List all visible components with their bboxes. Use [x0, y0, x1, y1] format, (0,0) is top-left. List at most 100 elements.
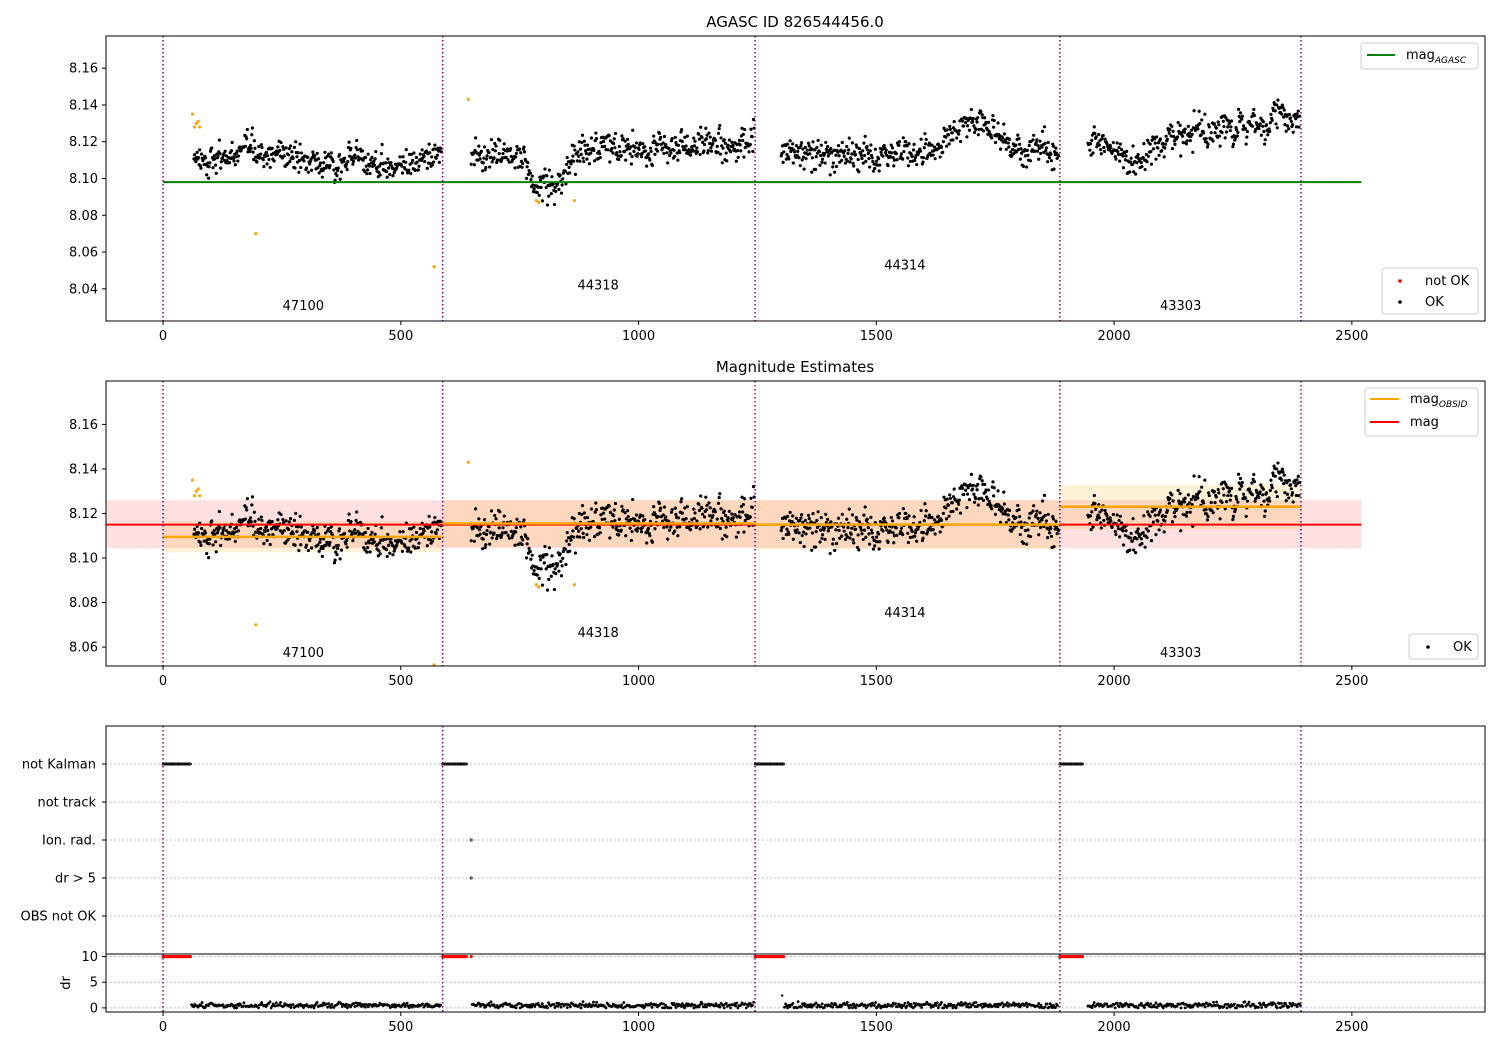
dr-point [1202, 1003, 1206, 1006]
ok-point [412, 151, 416, 155]
ok-point [529, 177, 533, 182]
dr-point [358, 1002, 362, 1005]
ok-point [485, 154, 489, 158]
dr-point [1039, 1003, 1043, 1007]
ok-point [794, 516, 799, 520]
ok-point [849, 532, 853, 536]
dr-point [1139, 1001, 1143, 1005]
ok-point [734, 159, 738, 163]
ok-point [641, 142, 645, 146]
dr-point [410, 1005, 414, 1009]
ok-point [713, 138, 717, 142]
dr-point [734, 1004, 738, 1008]
ok-point [227, 161, 232, 165]
ok-point [1295, 112, 1299, 116]
ok-point [1252, 113, 1257, 118]
ok-point [568, 549, 572, 553]
dr-point [718, 1005, 722, 1009]
dr-point [681, 1002, 684, 1006]
dr-point [1000, 1001, 1004, 1005]
ok-point [1105, 514, 1109, 518]
ok-point [1167, 501, 1171, 505]
ok-point [1282, 482, 1286, 486]
ok-point [993, 512, 998, 516]
ok-point [1236, 472, 1241, 476]
ok-point [1247, 487, 1251, 491]
ok-point [907, 142, 911, 146]
ok-point [840, 534, 844, 538]
ok-point [437, 160, 441, 164]
dr-point [1054, 1006, 1057, 1009]
ok-point [344, 162, 349, 166]
ok-point [715, 144, 719, 148]
ok-point [1228, 121, 1232, 125]
ok-point [639, 530, 644, 534]
ok-point [613, 146, 617, 150]
ok-point [664, 515, 668, 519]
ok-point [979, 475, 983, 479]
ok-point [1295, 478, 1299, 482]
dr-point [739, 1003, 743, 1007]
ok-point [845, 535, 849, 539]
ok-point [598, 155, 602, 160]
dr-point [878, 1004, 882, 1008]
ok-point [1055, 156, 1059, 160]
ok-point [807, 517, 811, 521]
dr-point [1183, 1006, 1187, 1010]
ok-point [827, 526, 831, 530]
dr-point [1136, 1006, 1140, 1010]
ok-point [882, 516, 886, 520]
ok-point [693, 511, 697, 515]
ok-point [951, 138, 955, 142]
ok-point [1123, 533, 1128, 538]
ok-point [725, 159, 729, 163]
ok-point [220, 156, 225, 160]
ok-point [334, 550, 338, 554]
ok-point [537, 576, 541, 581]
ok-point [229, 149, 234, 153]
ok-point [603, 144, 607, 148]
ok-point [519, 525, 523, 529]
ok-point [1262, 499, 1266, 503]
ok-point [1099, 147, 1103, 152]
dr-point [724, 1002, 728, 1005]
dr-point [268, 1000, 272, 1004]
ok-point [1132, 170, 1136, 174]
dr-point [830, 1001, 834, 1005]
ok-point [852, 150, 856, 154]
ok-point [740, 126, 744, 130]
ok-point [439, 146, 443, 150]
ok-point [616, 528, 620, 533]
orange-point [537, 200, 541, 205]
ok-point [215, 531, 220, 535]
ok-point [826, 529, 830, 533]
ok-point [804, 532, 808, 536]
ok-point [415, 160, 419, 164]
ok-point [498, 510, 502, 514]
ok-point [1117, 145, 1121, 150]
dr-point [366, 1005, 370, 1009]
ok-point [971, 119, 975, 124]
dr-point [700, 1002, 704, 1006]
ok-point [1018, 142, 1022, 146]
ok-point [833, 548, 837, 553]
ok-point [640, 526, 644, 530]
ok-point [1118, 514, 1122, 518]
ok-point [1226, 494, 1230, 498]
ok-point [1002, 122, 1006, 126]
ok-point [224, 154, 228, 158]
ok-point [809, 147, 813, 151]
ok-point [496, 534, 500, 538]
ok-point [1188, 139, 1192, 143]
ok-point [1185, 510, 1189, 514]
ok-point [897, 143, 901, 147]
ok-point [478, 532, 482, 536]
dr-point [559, 1005, 563, 1009]
ok-point [331, 159, 335, 164]
ok-point [276, 145, 280, 149]
ok-point [287, 520, 291, 524]
ok-point [1263, 509, 1267, 513]
ok-point [992, 486, 996, 490]
ok-point [1146, 529, 1150, 533]
ok-point [543, 544, 547, 549]
